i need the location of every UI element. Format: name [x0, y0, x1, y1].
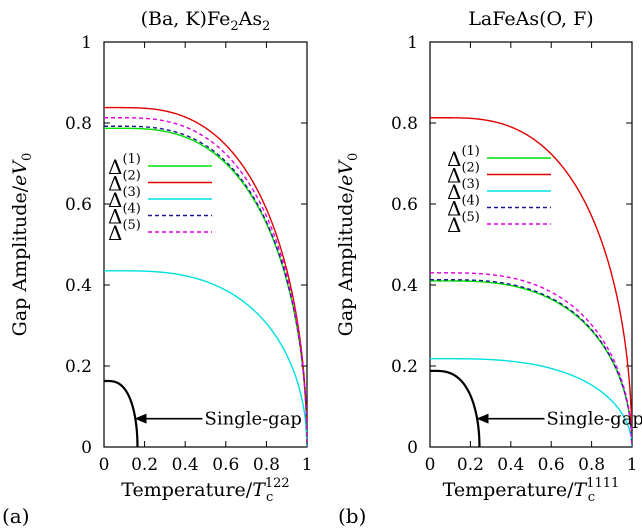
series-group	[104, 106, 307, 447]
chart-panel-2: 0 0.2 0.4 0.6 0.8 1 0 0.2 0.4 0.6 0.8 1 LaFeAs(O, F)…	[335, 8, 642, 528]
plot-frame	[429, 41, 633, 448]
panel-label: (b)	[338, 504, 366, 528]
x-axis-label: Temperature/T122 c	[121, 476, 289, 505]
legend-label: Δ(5)	[108, 218, 141, 245]
x-tick-label: 0.2	[131, 455, 158, 475]
y-tick-label: 0.8	[391, 114, 418, 134]
x-tick-label: 0	[99, 455, 110, 475]
y-tick-label: 0.2	[65, 357, 92, 377]
legend-label: Δ(5)	[447, 210, 480, 237]
legend-label: Δ(2)	[447, 161, 480, 188]
chart-panel-1: 0 0.2 0.4 0.6 0.8 1 0 0.2 0.4 0.6 0.8 1 (Ba, K)Fe2As…	[2, 8, 312, 528]
series-line-2	[104, 106, 307, 447]
y-tick-label: 0.4	[65, 276, 92, 296]
panel-label: (a)	[2, 504, 30, 528]
annotation-label: Single-gap	[546, 409, 642, 430]
y-tick-label: 1	[407, 33, 418, 53]
y-tick-label: 0	[407, 438, 418, 458]
y-tick-label: 0	[81, 438, 92, 458]
x-tick-label: 0	[425, 455, 436, 475]
legend-label: Δ(3)	[108, 185, 141, 212]
y-axis-label: Gap Amplitude/eV0	[9, 153, 35, 337]
x-tick-label: 0.6	[212, 455, 239, 475]
series-line-1	[104, 127, 307, 447]
legend-label: Δ(4)	[108, 202, 141, 229]
legend-label: Δ(4)	[447, 194, 480, 221]
x-tick-label: 0.4	[172, 455, 199, 475]
x-tick-label: 0.8	[578, 455, 605, 475]
x-tick-label: 0.4	[497, 455, 524, 475]
x-tick-label: 0.2	[457, 455, 484, 475]
series-line-3	[104, 270, 307, 447]
annotation-arrow-head	[134, 413, 147, 424]
series-line-3	[430, 358, 632, 447]
y-tick-label: 0.6	[391, 195, 418, 215]
x-tick-label: 0.8	[253, 455, 280, 475]
legend-label: Δ(3)	[447, 177, 480, 204]
legend-label: Δ(1)	[108, 152, 141, 179]
series-group	[430, 117, 632, 447]
legend-label: Δ(1)	[447, 144, 480, 171]
series-line-4	[430, 279, 632, 447]
y-tick-label: 0.6	[65, 195, 92, 215]
y-tick-label: 0.4	[391, 276, 418, 296]
plot-frame	[103, 41, 308, 448]
y-axis-label: Gap Amplitude/eV0	[335, 153, 361, 337]
y-tick-label: 1	[81, 33, 92, 53]
annotation-arrow-head	[476, 413, 489, 424]
annotation-label: Single-gap	[204, 409, 301, 430]
chart-title: LaFeAs(O, F)	[468, 8, 593, 30]
x-tick-label: 1	[302, 455, 313, 475]
series-line-2	[430, 117, 632, 447]
series-line-5	[104, 117, 307, 447]
x-axis-label: Temperature/T1111 c	[443, 476, 620, 505]
y-tick-label: 0.8	[65, 114, 92, 134]
x-tick-label: 0.6	[538, 455, 565, 475]
y-tick-label: 0.2	[391, 357, 418, 377]
single-gap-line	[104, 379, 139, 447]
x-tick-label: 1	[627, 455, 638, 475]
single-gap-line	[430, 369, 481, 447]
legend-label: Δ(2)	[108, 169, 141, 196]
series-line-1	[430, 280, 632, 447]
chart-title: (Ba, K)Fe2As2	[141, 8, 271, 34]
